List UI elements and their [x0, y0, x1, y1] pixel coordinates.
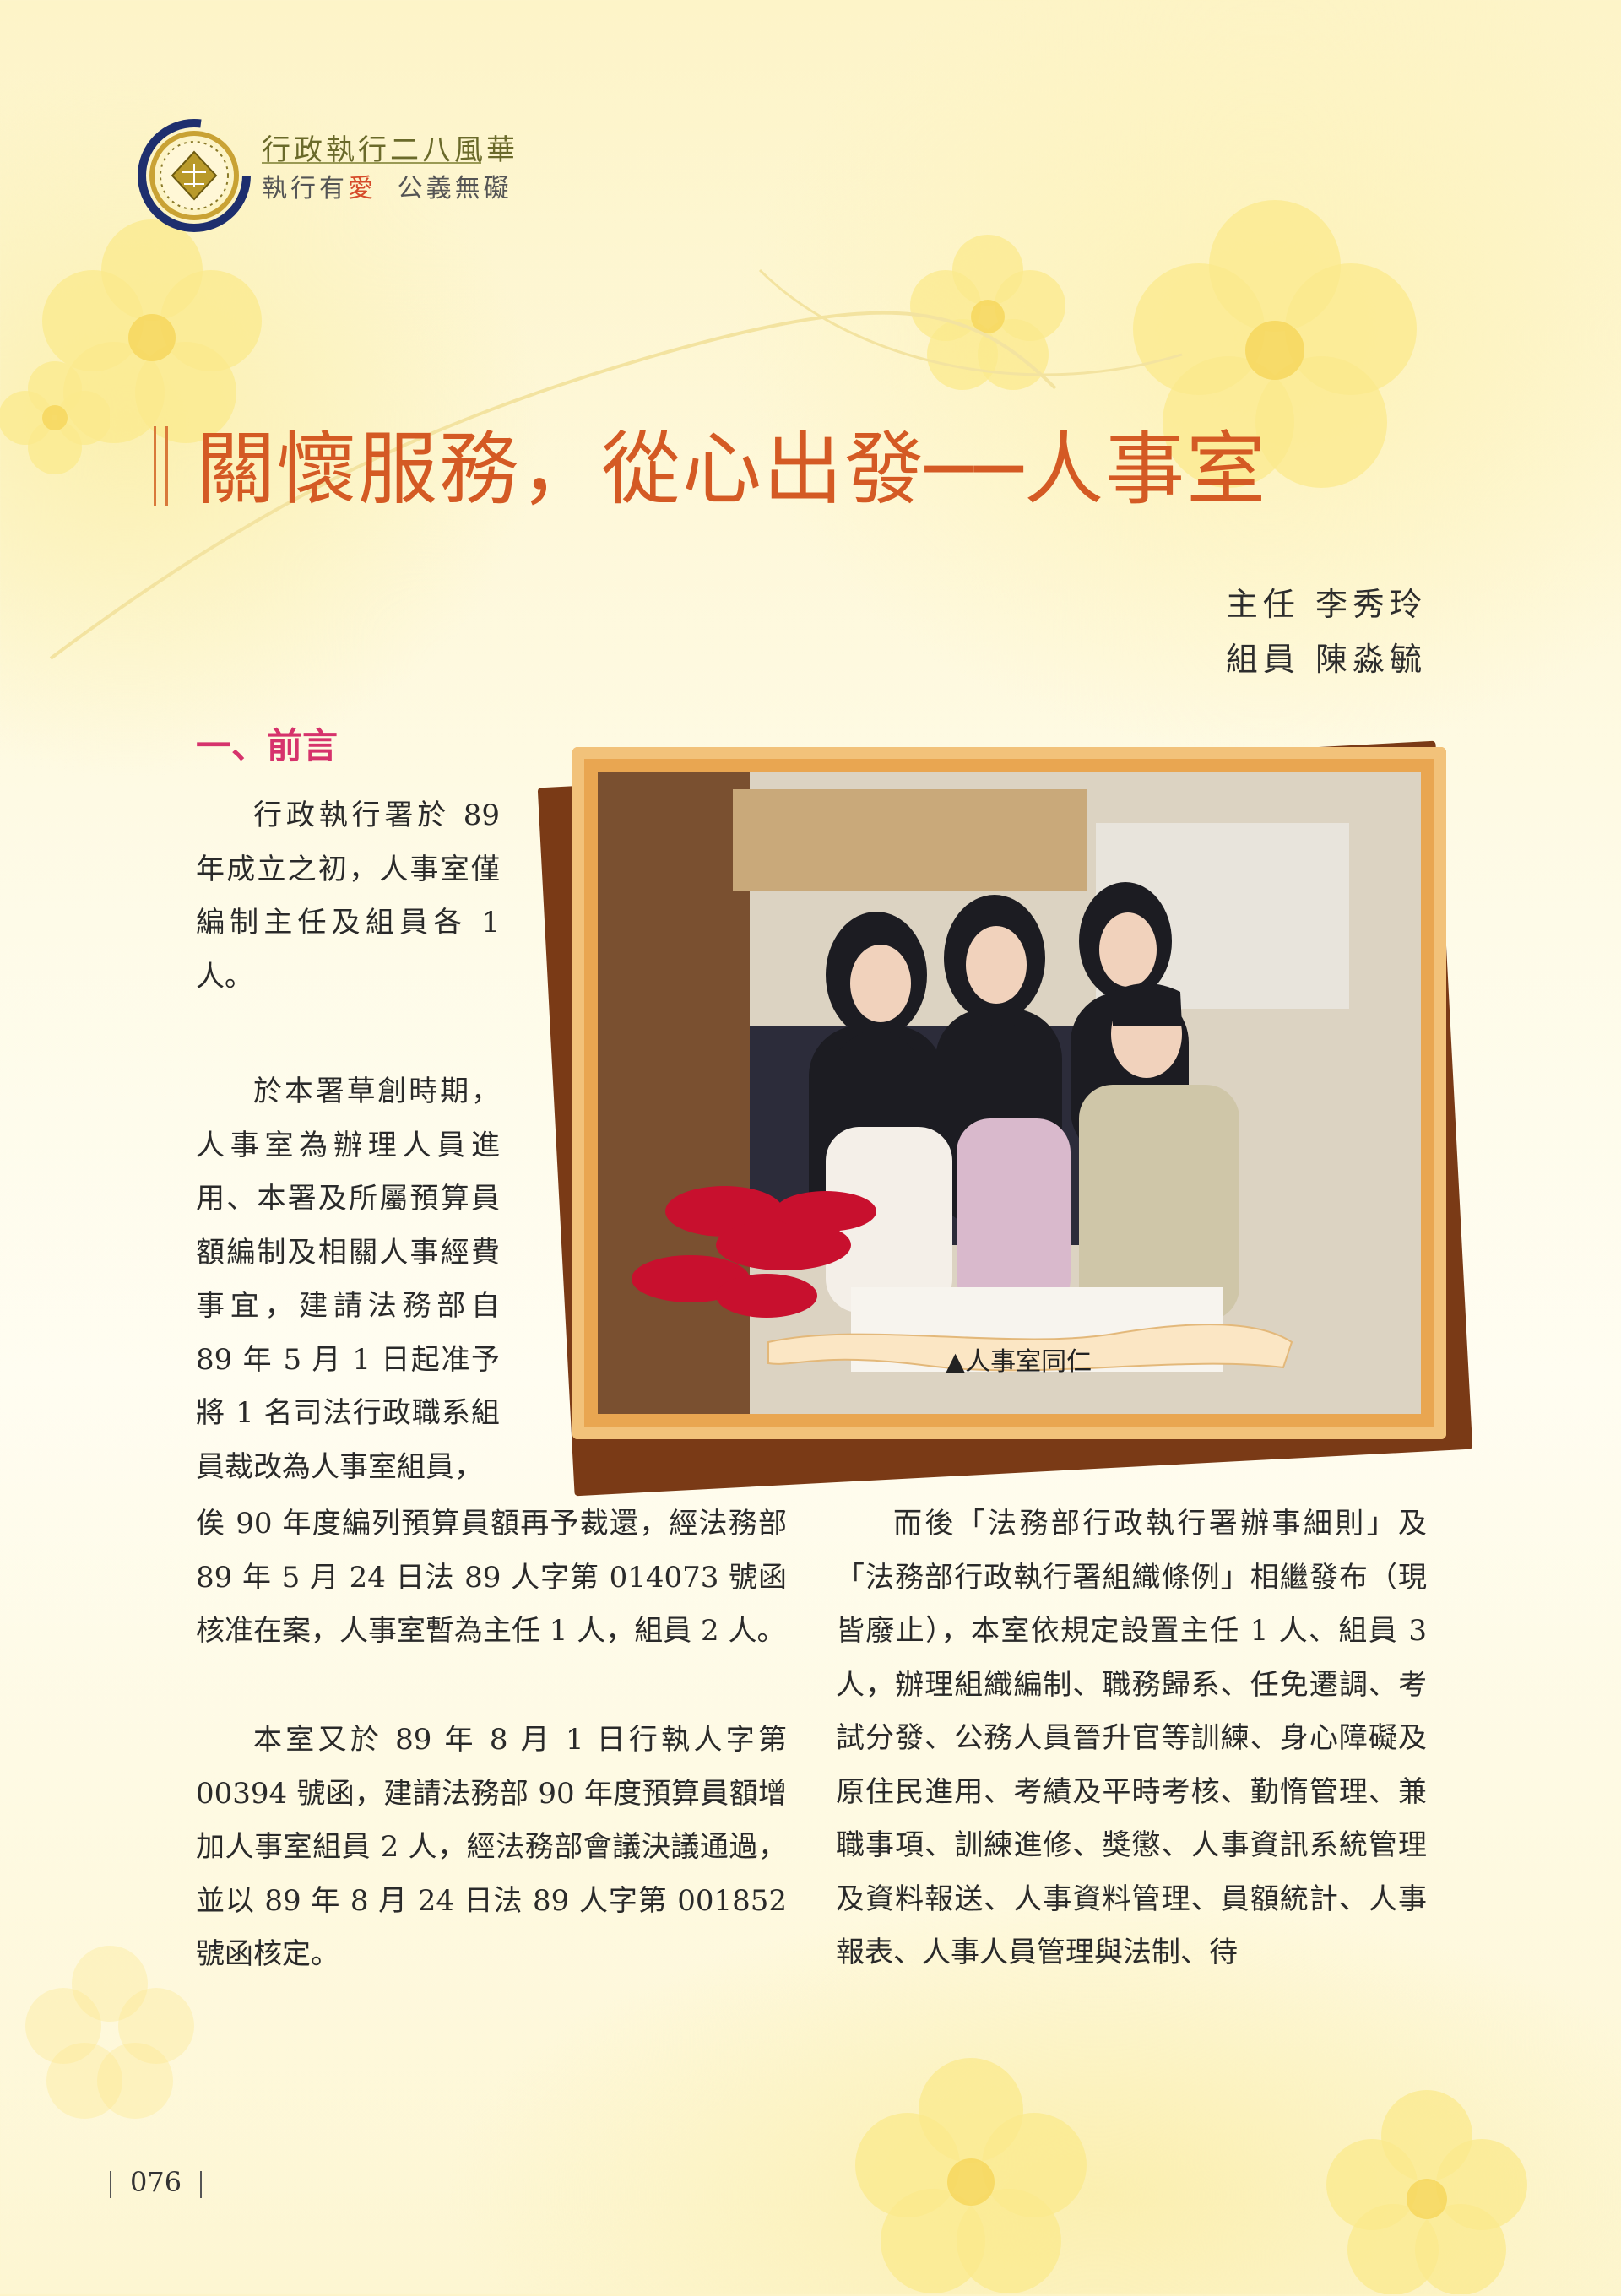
page-number-bar-right: [200, 2170, 203, 2198]
byline-director: 主任 李秀玲: [1225, 586, 1427, 623]
agency-logo-icon: [138, 119, 251, 232]
staff-photo-image: [598, 772, 1421, 1414]
flower-decoration-bottom-right: [855, 2058, 1087, 2293]
page-number-text: 076: [130, 2166, 182, 2198]
paragraph-2-start: 於本署草創時期，人事室為辦理人員進用、本署及所屬預算員額編制及相關人事經費事宜，…: [196, 1075, 500, 1484]
flower-decoration-bottom-left: [25, 1946, 194, 2119]
paragraph-4: 而後「法務部行政執行署辦事細則」及「法務部行政執行署組織條例」相繼發布（現皆廢止…: [836, 1507, 1427, 1969]
byline-staff: 組員 陳淼毓: [1225, 641, 1427, 678]
logo-slogan-part-a: 執行有: [262, 175, 348, 203]
logo-slogan-part-b: 公義無礙: [397, 175, 512, 203]
logo-divider: [262, 162, 481, 164]
flower-decoration-left-small: [0, 361, 110, 474]
caption-ribbon: [767, 1324, 1293, 1372]
page-number: 076: [91, 2166, 220, 2198]
article-title: 關懷服務，從心出發──人事室: [196, 424, 1268, 516]
swirl-decoration: [49, 268, 1183, 660]
staff-photo: [598, 772, 1421, 1414]
paragraph-2-continued: 俟 90 年度編列預算員額再予裁還，經法務部 89 年 5 月 24 日法 89…: [196, 1507, 787, 1648]
paragraph-1: 行政執行署於 89 年成立之初，人事室僅編制主任及組員各 1 人。: [196, 799, 500, 994]
title-accent-bars: [152, 426, 177, 506]
photo-caption: ▲人事室同仁: [946, 1347, 1092, 1377]
flower-decoration-bottom-far-right: [1326, 2090, 1527, 2294]
page-number-bar-left: [110, 2170, 111, 2198]
section-heading: 一、前言: [196, 725, 339, 766]
paragraph-3: 本室又於 89 年 8 月 1 日行執人字第 00394 號函，建請法務部 90…: [196, 1723, 787, 1971]
logo-slogan-love: 愛: [348, 175, 377, 203]
logo-slogan-line2: 執行有愛 公義無礙: [262, 167, 512, 204]
staff-photo-frame: [537, 730, 1473, 1497]
flower-decoration-top-right: [1133, 200, 1417, 488]
logo-slogan-line1: 行政執行二八風華: [262, 134, 518, 166]
